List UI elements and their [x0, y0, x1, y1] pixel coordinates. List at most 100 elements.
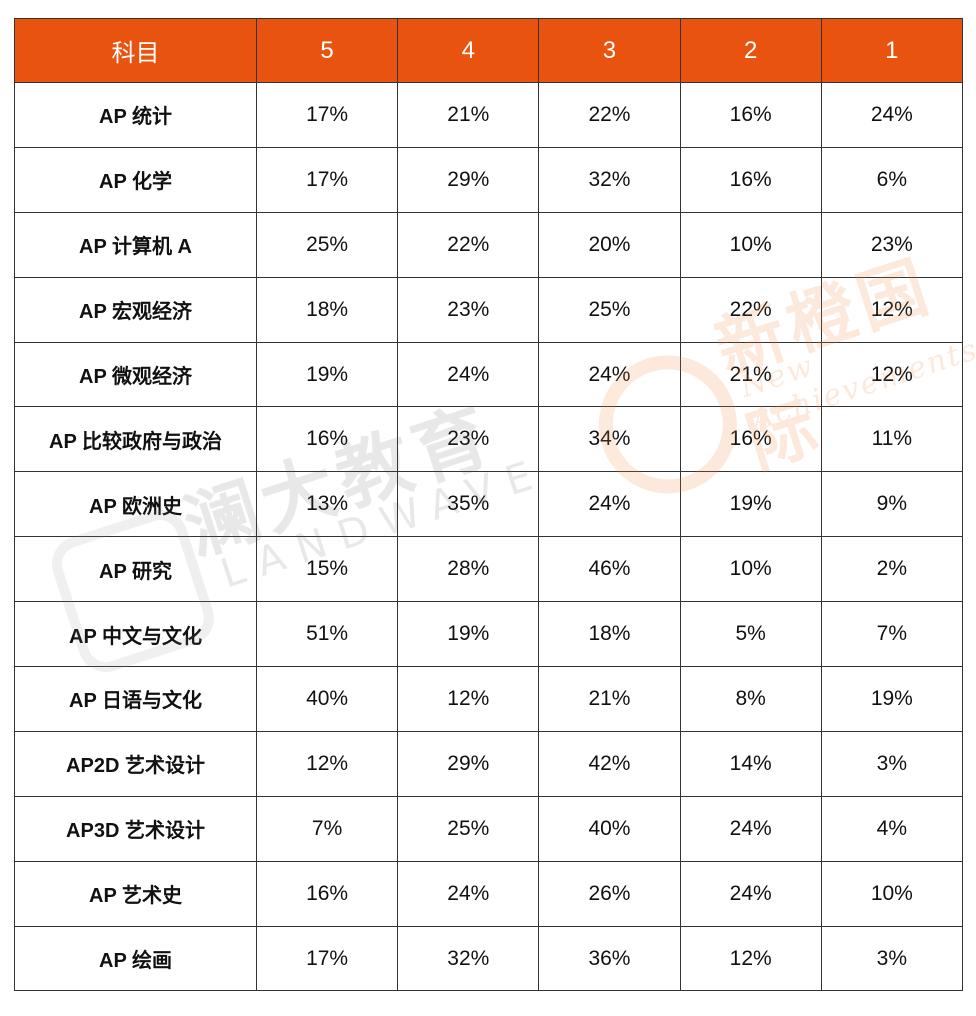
percent-cell: 24% [397, 341, 540, 408]
header-subject: 科目 [14, 18, 257, 83]
subject-cell: AP 研究 [14, 536, 257, 603]
subject-cell: AP 宏观经济 [14, 276, 257, 343]
score-table-container: 科目 5 4 3 2 1 AP 统计 17% 21% 22% 16% 24% AP 化学 17% 29% 3… [14, 18, 963, 992]
percent-cell: 32% [397, 925, 540, 992]
percent-cell: 16% [255, 860, 399, 927]
percent-cell: 7% [820, 601, 963, 668]
percent-cell: 8% [679, 666, 822, 732]
percent-cell: 51% [255, 601, 399, 668]
table-row: AP 微观经济 19% 24% 24% 21% 12% [14, 341, 963, 408]
subject-cell: AP 比较政府与政治 [14, 406, 257, 473]
percent-cell: 3% [820, 730, 963, 797]
percent-cell: 40% [255, 666, 399, 732]
percent-cell: 19% [820, 666, 963, 732]
subject-cell: AP 绘画 [14, 925, 257, 992]
subject-cell: AP 欧洲史 [14, 471, 257, 538]
percent-cell: 29% [397, 146, 540, 213]
percent-cell: 25% [397, 795, 540, 862]
percent-cell: 32% [538, 146, 681, 213]
table-row: AP 欧洲史 13% 35% 24% 19% 9% [14, 471, 963, 538]
percent-cell: 12% [679, 925, 822, 992]
subject-cell: AP2D 艺术设计 [14, 730, 257, 797]
percent-cell: 24% [538, 471, 681, 538]
subject-cell: AP 化学 [14, 146, 257, 213]
subject-cell: AP 日语与文化 [14, 666, 257, 732]
percent-cell: 16% [679, 82, 822, 148]
table-body: AP 统计 17% 21% 22% 16% 24% AP 化学 17% 29% 32% 16% 6% A… [14, 82, 963, 992]
percent-cell: 17% [255, 925, 399, 992]
subject-cell: AP 统计 [14, 82, 257, 148]
percent-cell: 23% [397, 276, 540, 343]
percent-cell: 5% [679, 601, 822, 668]
percent-cell: 22% [679, 276, 822, 343]
header-score-3: 3 [538, 18, 681, 83]
percent-cell: 40% [538, 795, 681, 862]
table-row: AP 计算机 A 25% 22% 20% 10% 23% [14, 211, 963, 278]
table-row: AP 统计 17% 21% 22% 16% 24% [14, 82, 963, 148]
percent-cell: 18% [538, 601, 681, 668]
percent-cell: 19% [397, 601, 540, 668]
percent-cell: 18% [255, 276, 399, 343]
percent-cell: 10% [679, 211, 822, 278]
table-row: AP2D 艺术设计 12% 29% 42% 14% 3% [14, 730, 963, 797]
percent-cell: 35% [397, 471, 540, 538]
percent-cell: 21% [397, 82, 540, 148]
table-header-row: 科目 5 4 3 2 1 [14, 18, 963, 83]
percent-cell: 46% [538, 536, 681, 603]
percent-cell: 13% [255, 471, 399, 538]
subject-cell: AP 中文与文化 [14, 601, 257, 668]
percent-cell: 24% [679, 795, 822, 862]
percent-cell: 25% [255, 211, 399, 278]
score-distribution-table: 科目 5 4 3 2 1 AP 统计 17% 21% 22% 16% 24% AP 化学 17% 29% 3… [14, 18, 963, 992]
percent-cell: 14% [679, 730, 822, 797]
percent-cell: 19% [679, 471, 822, 538]
table-row: AP 宏观经济 18% 23% 25% 22% 12% [14, 276, 963, 343]
table-row: AP 化学 17% 29% 32% 16% 6% [14, 146, 963, 213]
percent-cell: 34% [538, 406, 681, 473]
percent-cell: 16% [679, 406, 822, 473]
percent-cell: 9% [820, 471, 963, 538]
percent-cell: 11% [820, 406, 963, 473]
table-row: AP 艺术史 16% 24% 26% 24% 10% [14, 860, 963, 927]
percent-cell: 2% [820, 536, 963, 603]
percent-cell: 24% [679, 860, 822, 927]
percent-cell: 4% [820, 795, 963, 862]
percent-cell: 16% [255, 406, 399, 473]
percent-cell: 6% [820, 146, 963, 213]
table-row: AP 中文与文化 51% 19% 18% 5% 7% [14, 601, 963, 668]
percent-cell: 36% [538, 925, 681, 992]
percent-cell: 15% [255, 536, 399, 603]
header-score-4: 4 [397, 18, 540, 83]
table-row: AP 绘画 17% 32% 36% 12% 3% [14, 925, 963, 992]
subject-cell: AP 计算机 A [14, 211, 257, 278]
percent-cell: 29% [397, 730, 540, 797]
percent-cell: 12% [255, 730, 399, 797]
percent-cell: 22% [538, 82, 681, 148]
percent-cell: 24% [820, 82, 963, 148]
percent-cell: 22% [397, 211, 540, 278]
percent-cell: 17% [255, 82, 399, 148]
percent-cell: 19% [255, 341, 399, 408]
percent-cell: 20% [538, 211, 681, 278]
percent-cell: 17% [255, 146, 399, 213]
table-row: AP 研究 15% 28% 46% 10% 2% [14, 536, 963, 603]
header-score-1: 1 [820, 18, 963, 83]
percent-cell: 42% [538, 730, 681, 797]
percent-cell: 24% [538, 341, 681, 408]
percent-cell: 12% [820, 341, 963, 408]
percent-cell: 23% [820, 211, 963, 278]
percent-cell: 7% [255, 795, 399, 862]
table-row: AP 比较政府与政治 16% 23% 34% 16% 11% [14, 406, 963, 473]
percent-cell: 10% [820, 860, 963, 927]
header-score-2: 2 [679, 18, 822, 83]
percent-cell: 23% [397, 406, 540, 473]
percent-cell: 21% [679, 341, 822, 408]
subject-cell: AP3D 艺术设计 [14, 795, 257, 862]
subject-cell: AP 艺术史 [14, 860, 257, 927]
percent-cell: 21% [538, 666, 681, 732]
percent-cell: 28% [397, 536, 540, 603]
table-row: AP3D 艺术设计 7% 25% 40% 24% 4% [14, 795, 963, 862]
percent-cell: 3% [820, 925, 963, 992]
subject-cell: AP 微观经济 [14, 341, 257, 408]
percent-cell: 12% [397, 666, 540, 732]
